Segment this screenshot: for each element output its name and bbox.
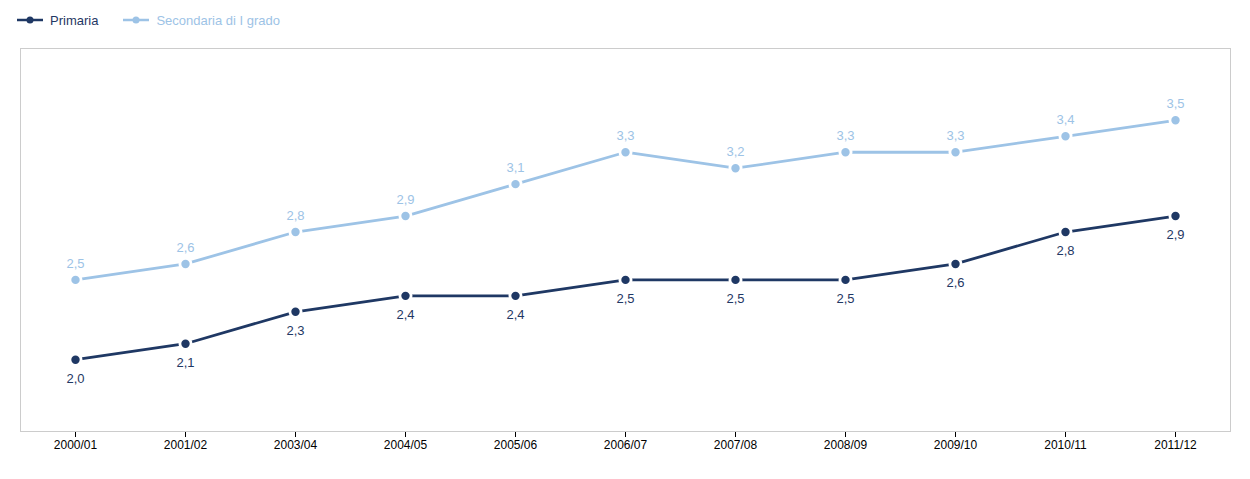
svg-text:2000/01: 2000/01: [54, 438, 98, 452]
svg-text:2,9: 2,9: [396, 192, 414, 207]
svg-text:2001/02: 2001/02: [164, 438, 208, 452]
svg-text:2,4: 2,4: [396, 307, 414, 322]
html-text:Secondaria di I grado: Secondaria di I grado: [156, 12, 280, 28]
svg-text:3,2: 3,2: [726, 144, 744, 159]
svg-text:2003/04: 2003/04: [274, 438, 318, 452]
svg-text:2,5: 2,5: [836, 291, 854, 306]
svg-text:2,8: 2,8: [286, 208, 304, 223]
svg-text:2,4: 2,4: [506, 307, 524, 322]
svg-text:2007/08: 2007/08: [714, 438, 758, 452]
html-text:Primaria: Primaria: [50, 12, 99, 28]
svg-text:2005/06: 2005/06: [494, 438, 538, 452]
svg-text:2004/05: 2004/05: [384, 438, 428, 452]
svg-text:2,9: 2,9: [1166, 227, 1184, 242]
svg-text:2006/07: 2006/07: [604, 438, 648, 452]
svg-text:3,3: 3,3: [946, 128, 964, 143]
svg-text:2011/12: 2011/12: [1154, 438, 1197, 452]
svg-text:3,5: 3,5: [1166, 96, 1184, 111]
svg-text:2010/11: 2010/11: [1044, 438, 1087, 452]
svg-text:2,1: 2,1: [176, 355, 194, 370]
svg-text:2009/10: 2009/10: [934, 438, 978, 452]
svg-text:2008/09: 2008/09: [824, 438, 868, 452]
svg-text:2,5: 2,5: [66, 256, 84, 271]
svg-text:2,8: 2,8: [1056, 243, 1074, 258]
svg-text:2,0: 2,0: [66, 371, 84, 386]
svg-text:2,5: 2,5: [616, 291, 634, 306]
svg-text:2,5: 2,5: [726, 291, 744, 306]
svg-text:3,4: 3,4: [1056, 112, 1074, 127]
svg-text:2,3: 2,3: [286, 323, 304, 338]
svg-text:3,3: 3,3: [616, 128, 634, 143]
svg-text:2,6: 2,6: [176, 240, 194, 255]
svg-text:3,1: 3,1: [506, 160, 524, 175]
svg-text:2,6: 2,6: [946, 275, 964, 290]
svg-text:3,3: 3,3: [836, 128, 854, 143]
